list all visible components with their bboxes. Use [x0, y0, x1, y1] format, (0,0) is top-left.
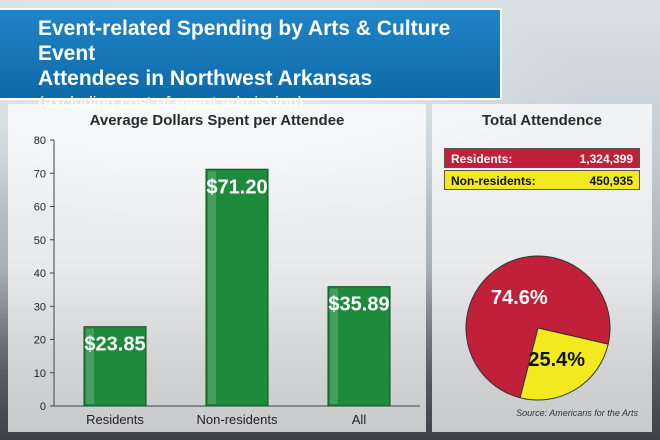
bar [205, 168, 269, 407]
legend-nonresidents-label: Non-residents: [451, 174, 536, 188]
y-tick-label: 80 [34, 135, 46, 147]
pie-chart: 74.6% 25.4% [465, 255, 611, 401]
x-tick-label: Residents [86, 412, 144, 427]
legend-residents-value: 1,324,399 [579, 152, 633, 166]
y-tick-label: 70 [34, 168, 46, 180]
y-tick-label: 30 [34, 301, 46, 313]
bar-highlight [330, 288, 338, 404]
x-tick-label: All [352, 412, 367, 427]
y-tick-label: 20 [34, 335, 46, 347]
y-tick-label: 50 [34, 235, 46, 247]
bar-value-label: $71.20 [206, 176, 267, 198]
bar-chart-panel: Average Dollars Spent per Attendee 0 10 20… [8, 104, 426, 432]
bar-chart-title: Average Dollars Spent per Attendee [89, 112, 345, 129]
title-line-2: Attendees in Northwest Arkansas [38, 67, 373, 90]
header-banner: Event-related Spending by Arts & Culture… [0, 8, 502, 112]
bar-highlight [208, 171, 216, 404]
source-note: Source: Americans for the Arts [516, 408, 638, 418]
y-tick-label: 0 [40, 401, 46, 413]
x-tick-label: Non-residents [197, 412, 278, 427]
bar-value-label: $35.89 [328, 294, 389, 316]
pie-slice-label: 74.6% [491, 287, 548, 309]
bar-value-label: $23.85 [84, 334, 145, 356]
legend-nonresidents-value: 450,935 [589, 174, 633, 188]
y-tick-label: 10 [34, 368, 46, 380]
title-line-1: Event-related Spending by Arts & Culture… [38, 17, 451, 65]
bar-highlight [86, 328, 94, 404]
y-tick-label: 60 [34, 202, 46, 214]
bar [327, 286, 391, 407]
legend-nonresidents: Non-residents: 450,935 [444, 170, 640, 190]
bar-chart: 0 10 20 30 40 50 60 70 80 $23.85 Residents $71.20 No… [34, 135, 420, 427]
legend-residents-label: Residents: [451, 152, 513, 166]
y-tick-label: 40 [34, 268, 46, 280]
pie-slice [465, 255, 611, 399]
bar [83, 326, 147, 407]
pie-chart-title: Total Attendence [481, 112, 602, 129]
legend-residents: Residents: 1,324,399 [444, 148, 640, 168]
pie-slice [519, 327, 609, 401]
pie-chart-panel: Total Attendence Residents: 1,324,399 No… [432, 104, 652, 432]
pie-slice-label: 25.4% [528, 349, 585, 371]
